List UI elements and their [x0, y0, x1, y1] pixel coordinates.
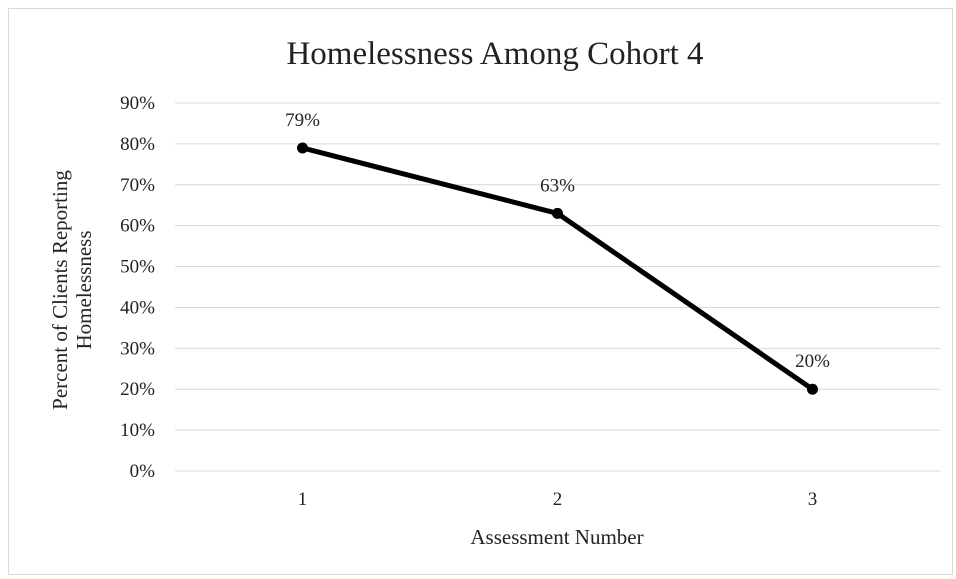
y-tick-label: 80% — [120, 134, 155, 155]
y-axis-label-line2: Homelessness — [72, 231, 96, 350]
y-tick-label: 30% — [120, 338, 155, 359]
y-axis-ticks: 0% 10% 20% 30% 40% 50% 60% 70% 80% 90% — [120, 93, 155, 482]
y-tick-label: 40% — [120, 297, 155, 318]
data-point — [807, 383, 818, 395]
y-tick-label: 70% — [120, 175, 155, 196]
data-label: 63% — [540, 175, 575, 196]
data-point — [297, 142, 308, 154]
y-axis-label: Percent of Clients Reporting Homelessnes… — [48, 170, 96, 410]
x-axis-label: Assessment Number — [470, 525, 643, 549]
x-tick-label: 2 — [553, 489, 563, 510]
y-axis-label-line1: Percent of Clients Reporting — [48, 170, 72, 410]
gridlines — [175, 102, 940, 472]
data-labels: 79% 63% 20% — [285, 110, 830, 372]
y-tick-label: 50% — [120, 257, 155, 278]
x-tick-label: 1 — [298, 489, 308, 510]
x-tick-label: 3 — [808, 489, 818, 510]
y-tick-label: 10% — [120, 420, 155, 441]
data-point — [552, 207, 563, 219]
y-tick-label: 60% — [120, 216, 155, 237]
data-label: 20% — [795, 351, 830, 372]
x-axis-ticks: 1 2 3 — [298, 489, 818, 510]
chart-title: Homelessness Among Cohort 4 — [286, 36, 703, 72]
data-series — [297, 142, 818, 395]
data-label: 79% — [285, 110, 320, 131]
y-tick-label: 0% — [130, 461, 156, 482]
y-tick-label: 90% — [120, 93, 155, 114]
y-tick-label: 20% — [120, 379, 155, 400]
